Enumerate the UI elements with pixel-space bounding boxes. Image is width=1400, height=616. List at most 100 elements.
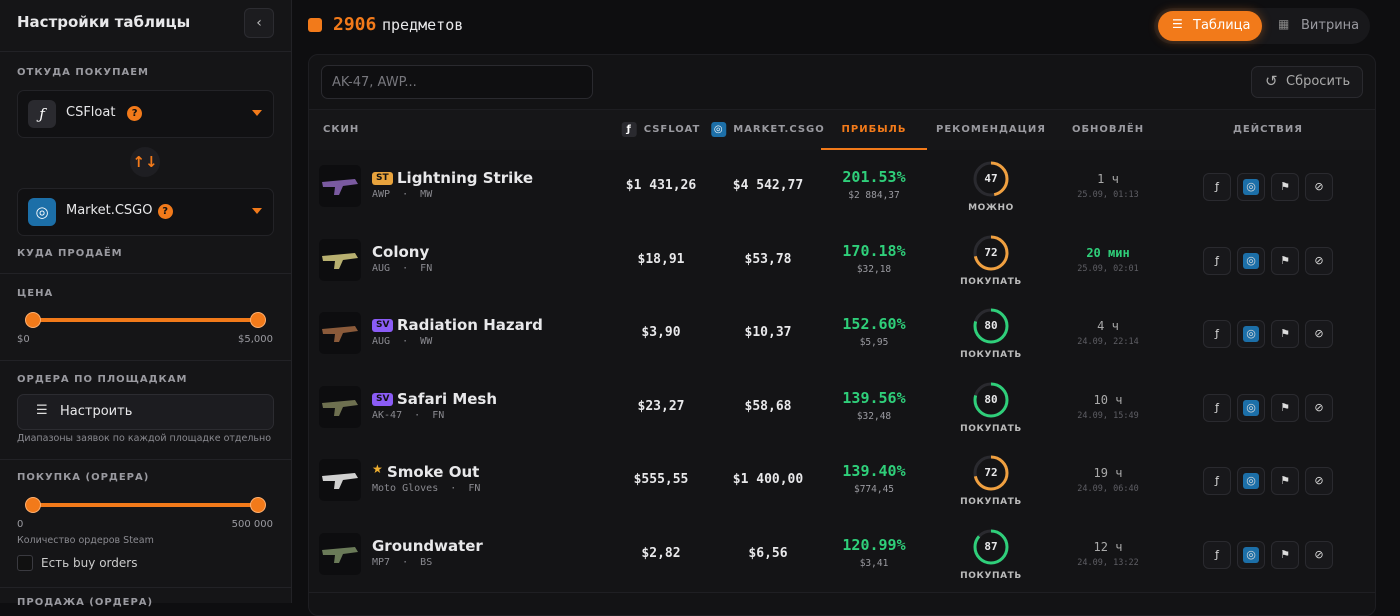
- tab[interactable]: ▦ Витрина: [1266, 11, 1366, 41]
- reset-button[interactable]: ↺ Сбросить: [1251, 66, 1363, 98]
- action-button[interactable]: ƒ: [1203, 320, 1231, 349]
- platform-icon: ƒ: [28, 100, 56, 128]
- wear: WW: [420, 336, 433, 348]
- weapon: AUG: [372, 336, 391, 348]
- action-button[interactable]: ⊘: [1305, 467, 1333, 496]
- csfloat-price: $18,91: [637, 251, 685, 267]
- action-icon: ◎: [1243, 547, 1259, 563]
- weapon-image: [322, 252, 358, 269]
- source-select[interactable]: ƒ CSFloat?: [17, 90, 274, 138]
- rarity-badge: ★: [372, 462, 383, 477]
- updated-at: 24.09, 15:49: [1077, 410, 1139, 421]
- action-button[interactable]: ƒ: [1203, 393, 1231, 422]
- slider-handle[interactable]: [250, 312, 266, 328]
- active-underline: [821, 148, 927, 150]
- action-button[interactable]: ⊘: [1305, 393, 1333, 422]
- profit-percent: 139.56%: [842, 388, 906, 407]
- skin-meta: AK-47 · FN: [372, 409, 445, 421]
- action-button[interactable]: ◎: [1237, 467, 1265, 496]
- weapon-shape: [322, 326, 358, 343]
- skin-meta: AUG · FN: [372, 262, 433, 274]
- updated-at: 25.09, 01:13: [1077, 190, 1139, 200]
- action-button[interactable]: ◎: [1237, 246, 1265, 275]
- recommendation: ПОКУПАТЬ: [960, 497, 1022, 508]
- source-select[interactable]: ◎ Market.CSGO?: [17, 188, 274, 236]
- section-label: ПОКУПКА (ОРДЕРА): [17, 472, 150, 483]
- market-price: $10,37: [744, 325, 792, 341]
- rarity-badge: SV: [372, 319, 394, 333]
- action-button[interactable]: ⊘: [1305, 246, 1333, 275]
- hint: Количество ордеров Steam: [17, 535, 154, 546]
- action-button[interactable]: ⚑: [1271, 541, 1299, 569]
- table-header: СКИН CSFLOAT ƒ MARKET.CSGO ◎ ПРИБЫЛЬ РЕКОМЕНДА…: [309, 109, 1375, 151]
- action-button[interactable]: ƒ: [1203, 541, 1231, 569]
- action-button[interactable]: ◎: [1237, 173, 1265, 201]
- updated: 20 мин: [1086, 245, 1130, 260]
- rarity-badge: SV: [372, 392, 394, 406]
- csfloat-price: $2,82: [641, 546, 681, 561]
- skin-thumbnail: [319, 238, 361, 281]
- action-button[interactable]: ƒ: [1203, 246, 1231, 275]
- range-min: 0: [17, 519, 24, 530]
- action-icon: ⊘: [1314, 400, 1324, 414]
- column-header: СКИН: [323, 124, 360, 135]
- action-button[interactable]: ◎: [1237, 541, 1265, 569]
- platform-icon: ◎: [28, 198, 56, 226]
- updated-at: 24.09, 22:14: [1077, 337, 1139, 348]
- market-price: $58,68: [744, 398, 792, 414]
- weapon: AUG: [372, 262, 391, 274]
- action-button[interactable]: ⊘: [1305, 320, 1333, 349]
- checkbox-label: Есть buy orders: [41, 556, 138, 570]
- weapon: MP7: [372, 557, 391, 568]
- slider-handle[interactable]: [25, 497, 41, 513]
- action-icon: ◎: [1243, 399, 1259, 416]
- profit-amount: $5,95: [859, 337, 889, 349]
- action-icon: ⊘: [1314, 548, 1324, 561]
- action-button[interactable]: ⚑: [1271, 173, 1299, 201]
- tab-active[interactable]: ☰ Таблица: [1158, 11, 1262, 41]
- action-button[interactable]: ⊘: [1305, 541, 1333, 569]
- updated: 19 ч: [1093, 466, 1123, 481]
- recommendation: ПОКУПАТЬ: [960, 423, 1022, 434]
- updated-at: 25.09, 02:01: [1077, 263, 1139, 274]
- slider-handle[interactable]: [250, 497, 266, 513]
- csfloat-price: $1 431,26: [625, 178, 697, 193]
- action-icon: ⊘: [1314, 474, 1324, 488]
- section-label: КУДА ПРОДАЁМ: [17, 248, 123, 259]
- tab-label: Таблица: [1193, 18, 1251, 33]
- box-icon: [308, 18, 322, 32]
- action-button[interactable]: ƒ: [1203, 173, 1231, 201]
- profit-percent: 201.53%: [842, 168, 906, 186]
- score-value: 80: [984, 392, 998, 406]
- profit-amount: $32,18: [856, 263, 892, 275]
- configure-button[interactable]: ☰ Настроить: [17, 394, 274, 430]
- profit-amount: $32,48: [856, 410, 892, 422]
- action-icon: ⚑: [1280, 180, 1290, 193]
- table-row: ST Lightning Strike AWP · MW $1 431,26 $4 54…: [309, 150, 1375, 225]
- action-icon: ◎: [1243, 326, 1259, 343]
- source-name: Market.CSGO: [66, 203, 153, 218]
- action-icon: ⊘: [1314, 327, 1324, 341]
- action-button[interactable]: ⊘: [1305, 173, 1333, 201]
- skin-name: Colony: [372, 242, 430, 261]
- column-header: ОБНОВЛЁН: [1071, 124, 1145, 135]
- swap-button[interactable]: ↑↓: [130, 147, 160, 177]
- action-button[interactable]: ⚑: [1271, 467, 1299, 496]
- updated: 10 ч: [1093, 392, 1123, 407]
- action-button[interactable]: ◎: [1237, 320, 1265, 349]
- search-input[interactable]: AK-47, AWP...: [321, 65, 593, 99]
- recommendation: ПОКУПАТЬ: [960, 350, 1022, 361]
- checkbox[interactable]: [17, 555, 33, 571]
- collapse-button[interactable]: ‹: [244, 8, 274, 38]
- score-arc: [973, 455, 1009, 491]
- action-button[interactable]: ƒ: [1203, 467, 1231, 496]
- skin-meta: Moto Gloves · FN: [372, 483, 481, 495]
- wear: FN: [432, 409, 445, 421]
- action-button[interactable]: ⚑: [1271, 320, 1299, 349]
- table-row: ★ Smoke Out Moto Gloves · FN $555,55 $1 400,…: [309, 444, 1375, 519]
- separator: [0, 360, 291, 361]
- action-button[interactable]: ◎: [1237, 393, 1265, 422]
- action-button[interactable]: ⚑: [1271, 393, 1299, 422]
- action-button[interactable]: ⚑: [1271, 246, 1299, 275]
- slider-handle[interactable]: [25, 312, 41, 328]
